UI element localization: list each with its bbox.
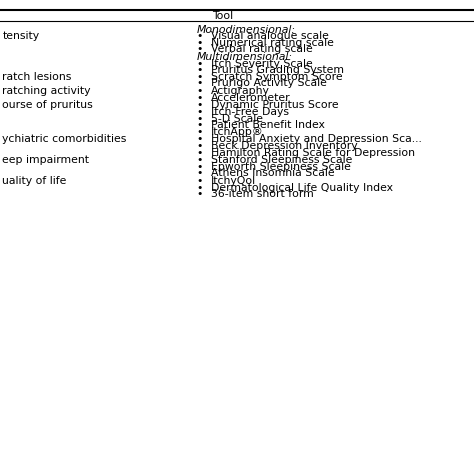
Text: Dynamic Pruritus Score: Dynamic Pruritus Score <box>211 100 338 110</box>
Text: •: • <box>197 182 203 193</box>
Text: ratching activity: ratching activity <box>2 86 91 96</box>
Text: •: • <box>197 120 203 130</box>
Text: Itch-Free Days: Itch-Free Days <box>211 107 289 117</box>
Text: •: • <box>197 141 203 151</box>
Text: •: • <box>197 92 203 103</box>
Text: •: • <box>197 147 203 158</box>
Text: •: • <box>197 189 203 200</box>
Text: Monodimensional:: Monodimensional: <box>197 25 296 35</box>
Text: •: • <box>197 44 203 55</box>
Text: Patient Benefit Index: Patient Benefit Index <box>211 120 325 130</box>
Text: ourse of pruritus: ourse of pruritus <box>2 100 93 110</box>
Text: •: • <box>197 127 203 137</box>
Text: Accelerometer: Accelerometer <box>211 92 291 103</box>
Text: Athens Insomnia Scale: Athens Insomnia Scale <box>211 168 335 179</box>
Text: ItchApp®: ItchApp® <box>211 127 264 137</box>
Text: •: • <box>197 31 203 41</box>
Text: •: • <box>197 113 203 124</box>
Text: ychiatric comorbidities: ychiatric comorbidities <box>2 134 127 145</box>
Text: Prurigo Activity Scale: Prurigo Activity Scale <box>211 78 327 89</box>
Text: •: • <box>197 107 203 117</box>
Text: Hamilton Rating Scale for Depression: Hamilton Rating Scale for Depression <box>211 147 415 158</box>
Text: Pruritus Grading System: Pruritus Grading System <box>211 65 344 75</box>
Text: Beck Depression Inventory: Beck Depression Inventory <box>211 141 357 151</box>
Text: Multidimensional:: Multidimensional: <box>197 52 293 62</box>
Text: •: • <box>197 155 203 165</box>
Text: •: • <box>197 65 203 75</box>
Text: Scratch Symptom Score: Scratch Symptom Score <box>211 72 343 82</box>
Text: Visual analogue scale: Visual analogue scale <box>211 31 329 41</box>
Text: •: • <box>197 78 203 89</box>
Text: •: • <box>197 58 203 69</box>
Text: Actigraphy: Actigraphy <box>211 86 270 96</box>
Text: ItchyQol: ItchyQol <box>211 176 256 186</box>
Text: Epworth Sleepiness Scale: Epworth Sleepiness Scale <box>211 162 351 172</box>
Text: •: • <box>197 162 203 172</box>
Text: •: • <box>197 37 203 48</box>
Text: Numerical rating scale: Numerical rating scale <box>211 37 334 48</box>
Text: Stanford Sleepiness Scale: Stanford Sleepiness Scale <box>211 155 352 165</box>
Text: ratch lesions: ratch lesions <box>2 72 72 82</box>
Text: •: • <box>197 100 203 110</box>
Text: Tool: Tool <box>212 10 233 21</box>
Text: •: • <box>197 176 203 186</box>
Text: •: • <box>197 72 203 82</box>
Text: •: • <box>197 134 203 145</box>
Text: 5-D Scale: 5-D Scale <box>211 113 263 124</box>
Text: 36-item short form: 36-item short form <box>211 189 314 200</box>
Text: Hospital Anxiety and Depression Sca...: Hospital Anxiety and Depression Sca... <box>211 134 422 145</box>
Text: •: • <box>197 86 203 96</box>
Text: •: • <box>197 168 203 179</box>
Text: uality of life: uality of life <box>2 176 67 186</box>
Text: Verbal rating scale: Verbal rating scale <box>211 44 313 55</box>
Text: Dermatological Life Quality Index: Dermatological Life Quality Index <box>211 182 393 193</box>
Text: Itch Severity Scale: Itch Severity Scale <box>211 58 313 69</box>
Text: tensity: tensity <box>2 31 39 41</box>
Text: eep impairment: eep impairment <box>2 155 90 165</box>
